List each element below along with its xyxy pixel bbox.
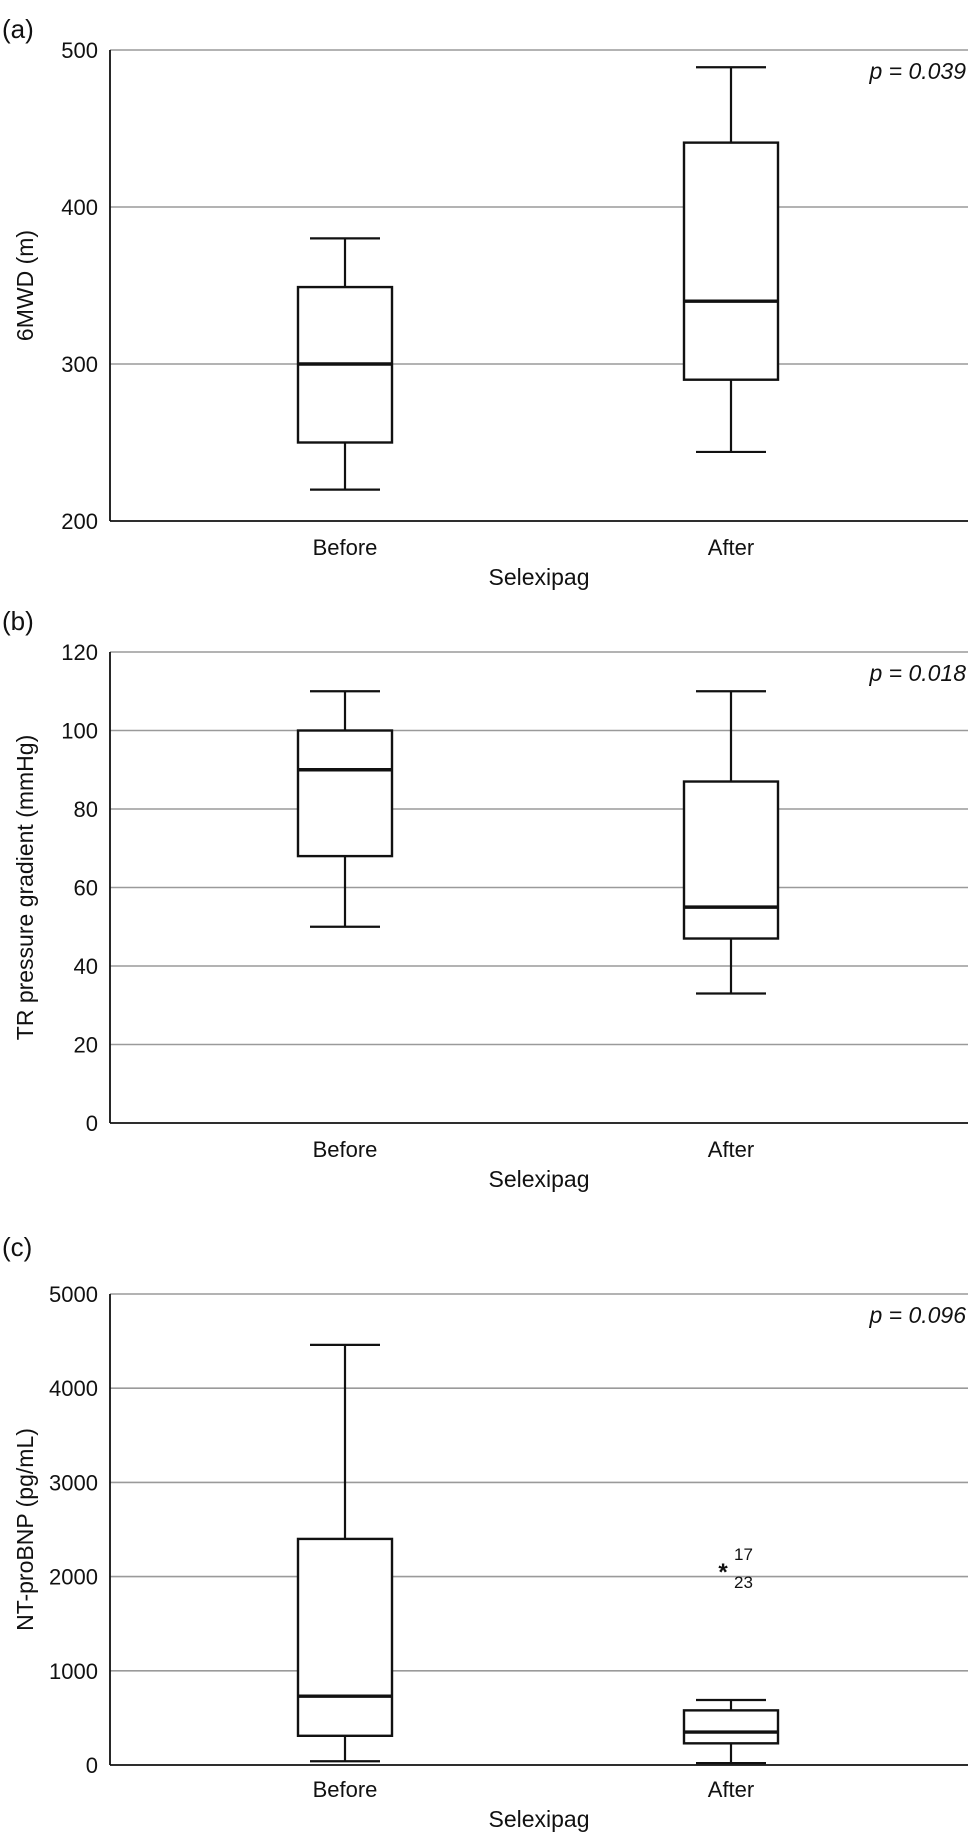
x-tick-label: After	[708, 1137, 754, 1162]
x-tick-label: Before	[313, 1777, 378, 1802]
y-tick-label: 0	[86, 1753, 98, 1778]
iqr-box	[682, 141, 780, 381]
panel-label: (b)	[2, 606, 34, 636]
y-tick-label: 100	[61, 719, 98, 744]
box-after	[682, 66, 780, 454]
outlier-marker: *	[718, 1559, 728, 1586]
panel-b: (b) 0 20 40 60 80 100 120 TR pressure gradient (…	[2, 606, 968, 1192]
y-tick-label: 200	[61, 509, 98, 534]
x-axis-label: Selexipag	[488, 1166, 589, 1192]
y-tick-label: 400	[61, 195, 98, 220]
x-tick-label: After	[708, 535, 754, 560]
y-tick-label: 0	[86, 1111, 98, 1136]
y-tick-label: 40	[74, 954, 98, 979]
x-tick-label: Before	[313, 535, 378, 560]
outlier-id-label: 23	[734, 1573, 753, 1592]
y-axis-label: 6MWD (m)	[12, 230, 38, 341]
box-before	[296, 237, 394, 491]
panel-label: (c)	[2, 1232, 32, 1262]
y-tick-label: 3000	[49, 1470, 98, 1495]
panel-label: (a)	[2, 14, 34, 44]
y-tick-label: 4000	[49, 1376, 98, 1401]
iqr-box	[682, 1709, 780, 1745]
panel-c: (c) 0 1000 2000 3000 4000 5000 NT-proBNP (pg/mL…	[2, 1232, 968, 1832]
y-tick-label: 300	[61, 352, 98, 377]
p-value-annotation: p = 0.096	[868, 1302, 966, 1328]
y-tick-label: 5000	[49, 1282, 98, 1307]
y-tick-label: 120	[61, 640, 98, 665]
x-axis-label: Selexipag	[488, 1806, 589, 1832]
p-value-annotation: p = 0.039	[868, 58, 966, 84]
y-tick-label: 60	[74, 876, 98, 901]
y-tick-label: 1000	[49, 1659, 98, 1684]
x-tick-label: After	[708, 1777, 754, 1802]
box-before	[296, 690, 394, 928]
p-value-annotation: p = 0.018	[868, 660, 966, 686]
y-axis-label: NT-proBNP (pg/mL)	[12, 1428, 38, 1631]
y-axis-label: TR pressure gradient (mmHg)	[12, 735, 38, 1040]
y-tick-label: 80	[74, 797, 98, 822]
y-tick-label: 500	[61, 38, 98, 63]
box-after	[682, 690, 780, 995]
y-tick-label: 2000	[49, 1565, 98, 1590]
panel-a: (a) 200 300 400 500 6MWD (m) Before After Selexi…	[2, 14, 968, 590]
outlier-id-label: 17	[734, 1545, 753, 1564]
box-before	[296, 1343, 394, 1763]
y-tick-label: 20	[74, 1033, 98, 1058]
iqr-box	[682, 780, 780, 940]
iqr-box	[296, 1537, 394, 1737]
iqr-box	[296, 729, 394, 858]
x-tick-label: Before	[313, 1137, 378, 1162]
box-after: * 17 23	[682, 1545, 780, 1765]
x-axis-label: Selexipag	[488, 564, 589, 590]
